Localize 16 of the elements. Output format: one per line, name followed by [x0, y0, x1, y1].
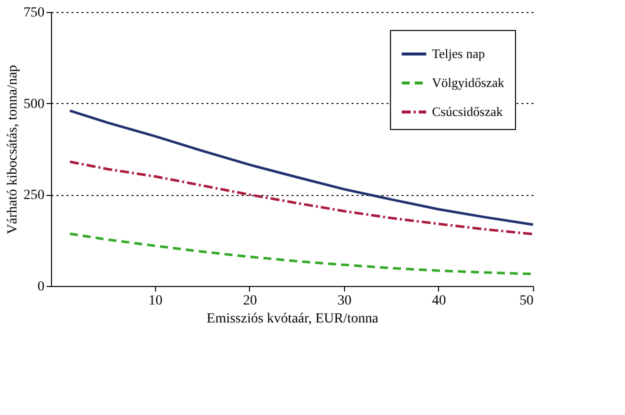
- y-tick-label: 500: [24, 96, 44, 112]
- line-series: [68, 160, 534, 236]
- y-tick-label: 0: [38, 280, 44, 294]
- x-tick-label: 40: [432, 294, 446, 308]
- y-tick-label: 250: [24, 188, 44, 204]
- legend-label: Csúcsidőszak: [432, 104, 504, 119]
- x-tick-label: 10: [148, 294, 162, 308]
- x-tick-label: 30: [337, 294, 352, 308]
- y-tick-label: 750: [24, 6, 44, 20]
- x-tick-label: 50: [520, 294, 534, 308]
- legend-label: Völgyidőszak: [432, 75, 505, 90]
- line-series: [68, 109, 534, 226]
- x-axis-title: Emissziós kvótaár, EUR/tonna: [206, 312, 380, 326]
- legend-label: Teljes nap: [432, 46, 485, 61]
- y-axis-title: Várható kibocsátás, tonna/nap: [6, 64, 20, 234]
- x-tick-label: 20: [242, 294, 257, 308]
